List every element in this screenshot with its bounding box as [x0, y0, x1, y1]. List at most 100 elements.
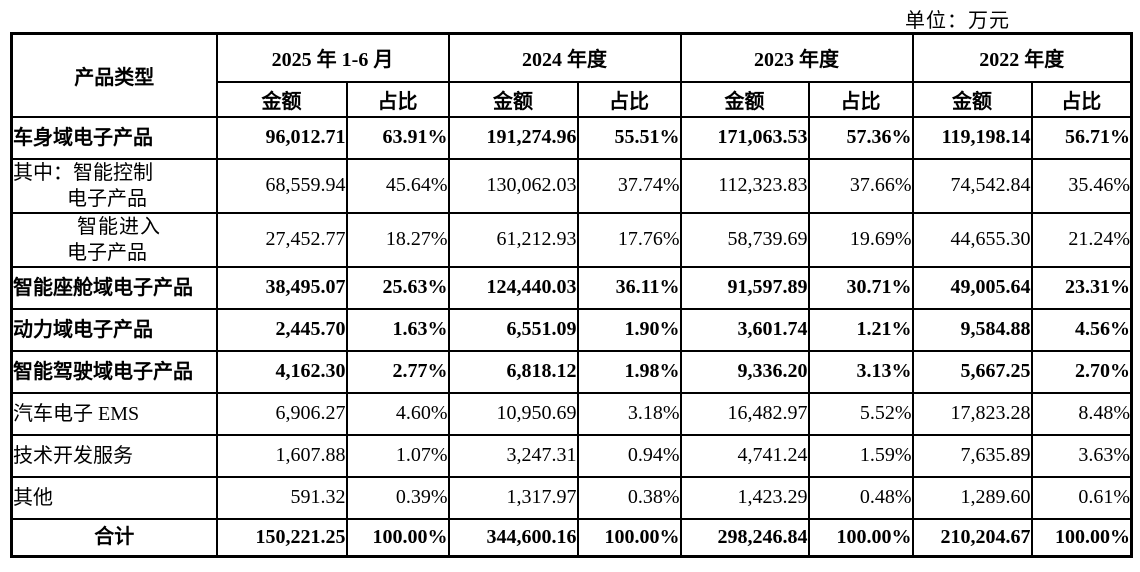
amount-cell: 150,221.25: [215, 517, 348, 558]
amount-cell: 91,597.89: [679, 265, 810, 310]
share-header-2022: 占比: [1030, 80, 1133, 118]
share-cell: 2.70%: [1030, 349, 1133, 394]
share-cell: 3.13%: [807, 349, 914, 394]
header-period-row: 产品类型 2025 年 1-6 月 2024 年度 2023 年度 2022 年…: [10, 32, 1133, 118]
share-cell: 0.61%: [1030, 475, 1133, 520]
amount-cell: 4,741.24: [679, 433, 810, 478]
amount-cell: 58,739.69: [679, 211, 810, 268]
share-cell: 3.18%: [576, 391, 682, 436]
row-label: 车身域电子产品: [13, 126, 154, 149]
share-cell: 8.48%: [1030, 391, 1133, 436]
header-metric-row: 金额 占比 金额 占比 金额 占比 金额 占比: [12, 80, 1133, 118]
row-label-cell: 合计: [10, 517, 218, 558]
amount-header-2025: 金额: [215, 80, 348, 118]
unit-label: 单位：万元: [905, 10, 1010, 32]
share-header-2024: 占比: [576, 80, 682, 118]
share-cell: 100.00%: [576, 517, 682, 558]
row-label: 智能进入: [77, 215, 161, 238]
amount-cell: 1,423.29: [679, 475, 810, 520]
amount-cell: 1,317.97: [447, 475, 579, 520]
row-label-cell: 智能座舱域电子产品: [10, 265, 218, 310]
share-cell: 100.00%: [1030, 517, 1133, 558]
amount-cell: 9,584.88: [911, 307, 1033, 352]
amount-cell: 344,600.16: [447, 517, 579, 558]
period-header-2025: 2025 年 1-6 月: [215, 32, 450, 83]
row-label-cell: 动力域电子产品: [10, 307, 218, 352]
share-cell: 0.39%: [345, 475, 450, 520]
share-header-2025: 占比: [345, 80, 450, 118]
amount-cell: 38,495.07: [215, 265, 348, 310]
row-label: 其他: [13, 486, 54, 509]
share-cell: 4.56%: [1030, 307, 1133, 352]
share-cell: 45.64%: [345, 157, 450, 214]
amount-cell: 10,950.69: [447, 391, 579, 436]
amount-cell: 191,274.96: [447, 115, 579, 160]
share-cell: 35.46%: [1030, 157, 1133, 214]
share-cell: 2.77%: [345, 349, 450, 394]
period-header-2023: 2023 年度: [679, 32, 914, 83]
row-label-cell: 智能驾驶域电子产品: [10, 349, 218, 394]
table-row: 汽车电子 EMS 6,906.27 4.60% 10,950.69 3.18% …: [10, 391, 1133, 436]
share-cell: 25.63%: [345, 265, 450, 310]
share-cell: 21.24%: [1030, 211, 1133, 268]
amount-cell: 112,323.83: [679, 157, 810, 214]
row-label-cell: 其他: [10, 475, 218, 520]
amount-cell: 96,012.71: [215, 115, 348, 160]
share-cell: 1.90%: [576, 307, 682, 352]
amount-cell: 5,667.25: [911, 349, 1033, 394]
row-label-cell: 车身域电子产品: [10, 115, 218, 160]
row-label: 动力域电子产品: [13, 318, 154, 341]
table-row: 动力域电子产品 2,445.70 1.63% 6,551.09 1.90% 3,…: [10, 307, 1133, 352]
amount-header-2024: 金额: [447, 80, 579, 118]
amount-cell: 27,452.77: [215, 211, 348, 268]
amount-cell: 4,162.30: [215, 349, 348, 394]
period-header-2022: 2022 年度: [911, 32, 1133, 83]
amount-cell: 124,440.03: [447, 265, 579, 310]
table-row: 其中：智能控制 电子产品 68,559.94 45.64% 130,062.03 …: [10, 157, 1133, 214]
amount-cell: 210,204.67: [911, 517, 1033, 558]
row-label: 智能座舱域电子产品: [13, 276, 194, 299]
amount-cell: 1,289.60: [911, 475, 1033, 520]
share-cell: 3.63%: [1030, 433, 1133, 478]
amount-cell: 2,445.70: [215, 307, 348, 352]
amount-cell: 74,542.84: [911, 157, 1033, 214]
amount-cell: 3,247.31: [447, 433, 579, 478]
table-row: 车身域电子产品 96,012.71 63.91% 191,274.96 55.5…: [10, 115, 1133, 160]
amount-cell: 17,823.28: [911, 391, 1033, 436]
table-row: 智能进入 电子产品 27,452.77 18.27% 61,212.93 17.7…: [10, 211, 1133, 268]
share-cell: 18.27%: [345, 211, 450, 268]
share-cell: 1.98%: [576, 349, 682, 394]
amount-cell: 298,246.84: [679, 517, 810, 558]
share-cell: 1.21%: [807, 307, 914, 352]
amount-cell: 591.32: [215, 475, 348, 520]
share-cell: 1.07%: [345, 433, 450, 478]
share-cell: 55.51%: [576, 115, 682, 160]
amount-cell: 61,212.93: [447, 211, 579, 268]
row-label-cell: 汽车电子 EMS: [10, 391, 218, 436]
period-header-2024: 2024 年度: [447, 32, 682, 83]
share-cell: 0.48%: [807, 475, 914, 520]
amount-cell: 6,906.27: [215, 391, 348, 436]
row-label: 合计: [94, 526, 135, 549]
amount-cell: 1,607.88: [215, 433, 348, 478]
amount-cell: 44,655.30: [911, 211, 1033, 268]
product-type-header: 产品类型: [10, 32, 218, 118]
amount-header-2023: 金额: [679, 80, 810, 118]
row-label-cell: 智能进入 电子产品: [10, 211, 218, 268]
share-cell: 36.11%: [576, 265, 682, 310]
amount-header-2022: 金额: [911, 80, 1033, 118]
amount-cell: 68,559.94: [215, 157, 348, 214]
share-cell: 63.91%: [345, 115, 450, 160]
share-cell: 100.00%: [807, 517, 914, 558]
amount-cell: 171,063.53: [679, 115, 810, 160]
amount-cell: 16,482.97: [679, 391, 810, 436]
share-cell: 0.38%: [576, 475, 682, 520]
share-cell: 1.59%: [807, 433, 914, 478]
share-cell: 0.94%: [576, 433, 682, 478]
row-label: 智能驾驶域电子产品: [13, 360, 194, 383]
table-row: 智能驾驶域电子产品 4,162.30 2.77% 6,818.12 1.98% …: [10, 349, 1133, 394]
amount-cell: 3,601.74: [679, 307, 810, 352]
table-row: 智能座舱域电子产品 38,495.07 25.63% 124,440.03 36…: [10, 265, 1133, 310]
amount-cell: 6,818.12: [447, 349, 579, 394]
row-label: 技术开发服务: [13, 444, 134, 467]
